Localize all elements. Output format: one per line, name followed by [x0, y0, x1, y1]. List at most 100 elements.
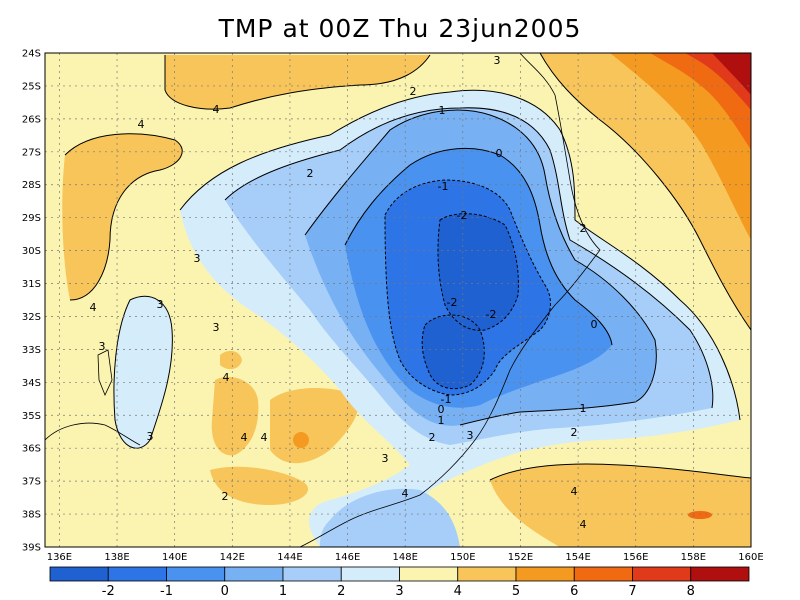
longitude-ticks: 136E 138E 140E 142E 144E 146E 148E 150E 152E 154E… — [47, 552, 764, 563]
contour-label: 4 — [241, 431, 248, 444]
contour-label: -2 — [486, 308, 497, 321]
contour-label: 3 — [194, 252, 201, 265]
contour-4-north — [164, 54, 431, 110]
band-6-small — [293, 432, 309, 448]
band-5-southwest-c — [210, 466, 309, 505]
band-2-south — [320, 488, 460, 547]
colorbar-swatch — [49, 566, 109, 582]
lat-tick-label: 24S — [22, 49, 41, 60]
contour-1 — [304, 109, 657, 426]
colorbar-label: -2 — [102, 584, 115, 599]
colorbar-label: 7 — [628, 584, 636, 599]
lon-tick-label: 148E — [393, 552, 418, 563]
contour-label: 4 — [138, 118, 145, 131]
colorbar-swatch — [399, 566, 459, 582]
lat-tick-label: 34S — [22, 378, 41, 389]
contour-label: 2 — [580, 222, 587, 235]
band-5-southeast — [490, 463, 751, 547]
contour-3-west — [113, 295, 173, 449]
colorbar-label: 3 — [395, 584, 403, 599]
lat-tick-label: 27S — [22, 147, 41, 158]
colorbar-label: 2 — [337, 584, 345, 599]
colorbar-swatch — [282, 566, 342, 582]
lat-tick-label: 38S — [22, 510, 41, 521]
colorbar-swatch — [515, 566, 575, 582]
band-5-southwest-a — [211, 376, 259, 456]
coastline-gulf — [45, 422, 141, 446]
colorbar-label: 6 — [570, 584, 578, 599]
contour-2 — [224, 107, 714, 409]
colorbar-swatch — [166, 566, 226, 582]
lat-tick-label: 25S — [22, 81, 41, 92]
contour-label: 4 — [580, 518, 587, 531]
band-3-west — [113, 296, 173, 449]
contour-label: 0 — [496, 147, 503, 160]
colorbar-label: 0 — [221, 584, 229, 599]
lon-tick-label: 152E — [508, 552, 533, 563]
colorbar-swatch — [457, 566, 517, 582]
contour-label: 0 — [438, 403, 445, 416]
graticule — [45, 53, 751, 547]
contour-label: 3 — [382, 452, 389, 465]
contour-label: 4 — [223, 371, 230, 384]
colorbar-swatch — [690, 566, 750, 582]
coastline — [45, 53, 601, 547]
contour-label: 2 — [222, 490, 229, 503]
colorbar-label: 4 — [454, 584, 462, 599]
contour-label: -1 — [438, 180, 449, 193]
contour-4-west — [64, 133, 183, 301]
contour-label: 2 — [571, 426, 578, 439]
band-minus2-north — [437, 213, 519, 331]
lat-tick-label: 37S — [22, 477, 41, 488]
contour-minus2-north — [437, 213, 519, 331]
contour-label: 3 — [494, 54, 501, 67]
band-9-northeast — [712, 53, 751, 95]
contour-minus2-south — [421, 314, 485, 390]
lon-tick-label: 150E — [450, 552, 475, 563]
lon-tick-label: 158E — [681, 552, 706, 563]
lon-tick-label: 138E — [104, 552, 129, 563]
colorbar-swatch — [224, 566, 284, 582]
lon-tick-label: 154E — [565, 552, 590, 563]
contour-label: 0 — [591, 318, 598, 331]
contour-label: 3 — [147, 430, 154, 443]
colorbar-label: 8 — [687, 584, 695, 599]
contour-4-northeast — [539, 53, 751, 331]
contour-label: 3 — [157, 298, 164, 311]
colorbar-swatch — [107, 566, 167, 582]
band-5-southwest-b — [220, 350, 242, 370]
band-minus2-south — [422, 314, 485, 389]
contour-label: -2 — [457, 209, 468, 222]
contour-label: 3 — [99, 340, 106, 353]
contour-label: 3 — [467, 429, 474, 442]
lon-tick-label: 140E — [162, 552, 187, 563]
lat-tick-label: 29S — [22, 213, 41, 224]
contour-label: 1 — [438, 414, 445, 427]
contour-label: 4 — [261, 431, 268, 444]
lat-tick-label: 33S — [22, 345, 41, 356]
lon-tick-label: 142E — [220, 552, 245, 563]
lat-tick-label: 39S — [22, 543, 41, 554]
contour-label: -2 — [447, 296, 458, 309]
contour-label: 4 — [213, 103, 220, 116]
contour-minus1 — [384, 179, 551, 396]
lat-tick-label: 28S — [22, 180, 41, 191]
band-5-south — [270, 388, 359, 464]
coastline-peninsula — [97, 349, 113, 397]
band-7-small — [688, 511, 712, 519]
map-title: TMP at 00Z Thu 23jun2005 — [218, 14, 582, 43]
contour-label: 4 — [571, 485, 578, 498]
contour-lines — [64, 53, 751, 481]
colorbar-swatch — [573, 566, 633, 582]
lon-tick-label: 144E — [277, 552, 302, 563]
lat-tick-label: 35S — [22, 411, 41, 422]
contour-0 — [344, 147, 613, 346]
colorbar-label: 5 — [512, 584, 520, 599]
filled-contours — [45, 53, 751, 547]
contour-label: 1 — [439, 104, 446, 117]
colorbar-swatch — [632, 566, 692, 582]
colorbar-label: -1 — [160, 584, 173, 599]
lat-tick-label: 31S — [22, 279, 41, 290]
